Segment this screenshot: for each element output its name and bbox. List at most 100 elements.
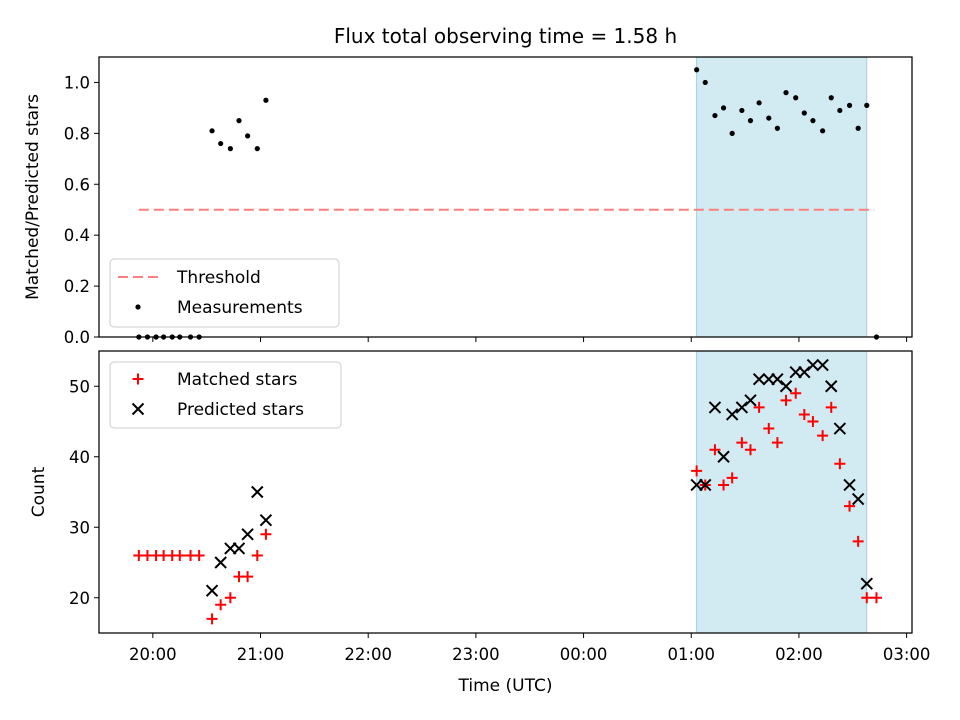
y-tick-label: 0.4	[64, 226, 90, 245]
measurements-point	[263, 97, 269, 103]
y-tick-label: 20	[69, 589, 90, 608]
ratio-y-label: Matched/Predicted stars	[23, 94, 43, 300]
x-tick-label: 01:00	[667, 645, 715, 664]
predicted-stars-point	[735, 401, 749, 414]
measurements-point	[712, 112, 718, 119]
ratio-y-axis: 0.0 0.2 0.4 0.6 0.8 1.0	[64, 73, 99, 347]
legend-matched-label: Matched stars	[177, 370, 297, 390]
predicted-stars-point	[251, 485, 264, 499]
predicted-stars-point	[241, 528, 254, 541]
predicted-stars-point	[259, 513, 273, 527]
legend-measurements-swatch	[135, 304, 141, 310]
measurements-point	[766, 115, 772, 121]
predicted-stars-point	[752, 372, 766, 386]
matched-stars-point	[825, 401, 837, 413]
count-y-axis: 20 30 40 50	[69, 377, 99, 608]
x-tick-label: 20:00	[129, 645, 177, 664]
count-legend: Matched stars Predicted stars	[109, 361, 342, 429]
matched-stars-point	[224, 592, 236, 604]
predicted-stars-point	[860, 577, 873, 590]
matched-stars-point	[251, 549, 263, 561]
measurements-point	[227, 146, 233, 152]
predicted-stars-point	[214, 556, 227, 569]
measurements-point	[756, 100, 762, 106]
measurements-point	[245, 133, 251, 139]
matched-stars-point	[709, 444, 721, 456]
legend-box	[109, 361, 342, 429]
matched-stars-point	[790, 387, 802, 399]
x-tick-label: 23:00	[452, 645, 500, 664]
predicted-stars-point	[717, 450, 730, 463]
matched-stars-point	[206, 613, 218, 625]
predicted-stars-point	[232, 542, 246, 555]
y-tick-label: 50	[69, 377, 90, 396]
y-tick-label: 0.8	[64, 124, 90, 143]
legend-box	[109, 258, 340, 328]
measurements-point	[864, 102, 870, 108]
matched-stars-point	[861, 592, 873, 604]
matched-stars-point	[744, 444, 756, 456]
x-tick-label: 02:00	[775, 645, 823, 664]
measurements-point	[254, 146, 260, 152]
x-tick-label: 03:00	[883, 645, 931, 664]
predicted-stars-point	[816, 358, 829, 372]
matched-stars-point	[852, 535, 864, 547]
count-x-axis: 20:00 21:00 22:00 23:00 00:00 01:00 02:00 03:00	[129, 633, 930, 664]
predicted-stars-point	[843, 478, 856, 492]
measurements-point	[236, 118, 242, 124]
matched-stars-point	[242, 571, 254, 583]
ratio-panel: 0.0 0.2 0.4 0.6 0.8 1.0 Matched/Predicted sta…	[23, 56, 913, 347]
predicted-stars-point	[833, 422, 847, 435]
measurements-point	[783, 90, 789, 96]
legend-predicted-swatch	[131, 402, 145, 416]
x-axis-label: Time (UTC)	[458, 676, 553, 696]
predicted-stars-point	[771, 372, 784, 386]
matched-stars-point	[753, 401, 765, 413]
measurements-point	[793, 95, 799, 101]
matched-stars-point	[174, 549, 186, 561]
matched-stars-point	[260, 528, 272, 540]
predicted-stars-point	[798, 365, 811, 379]
legend-measurements-label: Measurements	[177, 298, 303, 318]
measurements-point	[837, 107, 843, 114]
chart-title: Flux total observing time = 1.58 h	[334, 24, 677, 48]
matched-stars-point	[691, 465, 703, 477]
matched-stars-point	[771, 437, 783, 449]
count-series	[133, 358, 882, 625]
observing-window-span	[696, 350, 868, 634]
measurements-point	[855, 125, 861, 131]
matched-stars-point	[736, 437, 748, 449]
measurements-point	[218, 140, 224, 147]
count-y-label: Count	[29, 466, 49, 517]
y-tick-label: 0.0	[64, 328, 90, 347]
matched-stars-point	[834, 458, 846, 470]
predicted-stars-point	[806, 358, 820, 372]
measurements-point	[720, 105, 727, 111]
count-panel: 20 30 40 50 20:00 21:00 22:00 23:00 00:00 01:00 0…	[29, 350, 930, 696]
matched-stars-point	[215, 599, 227, 611]
measurements-point	[774, 125, 780, 131]
ratio-legend: Threshold Measurements	[109, 258, 340, 328]
measurements-point	[694, 67, 700, 73]
legend-threshold-label: Threshold	[176, 268, 261, 288]
measurements-point	[739, 107, 745, 114]
measurements-point	[747, 118, 754, 124]
legend-predicted-label: Predicted stars	[177, 400, 304, 420]
measurements-point	[729, 130, 735, 136]
x-tick-label: 00:00	[560, 645, 608, 664]
matched-stars-point	[807, 416, 819, 427]
matched-stars-point	[844, 500, 856, 512]
y-tick-label: 0.6	[64, 175, 90, 194]
matched-stars-point	[193, 549, 205, 561]
ratio-x-axis	[152, 337, 908, 342]
ratio-plot-frame	[98, 56, 913, 338]
predicted-stars-point	[825, 380, 838, 393]
matched-stars-point	[718, 479, 730, 491]
measurements-point	[810, 118, 816, 124]
predicted-stars-point	[725, 408, 739, 421]
measurements-point	[209, 128, 215, 134]
y-tick-label: 40	[69, 448, 90, 467]
matched-stars-point	[870, 592, 882, 604]
measurements-point	[828, 95, 834, 101]
